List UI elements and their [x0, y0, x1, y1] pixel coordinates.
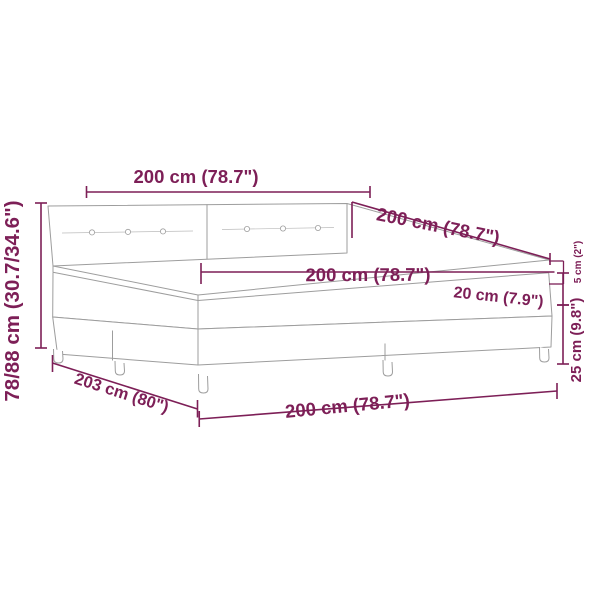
- svg-text:78/88 cm (30.7/34.6"): 78/88 cm (30.7/34.6"): [1, 200, 24, 401]
- svg-text:25 cm (9.8"): 25 cm (9.8"): [568, 298, 585, 383]
- svg-text:200 cm (78.7"): 200 cm (78.7"): [134, 166, 259, 187]
- svg-text:5 cm (2"): 5 cm (2"): [573, 241, 584, 284]
- svg-text:200 cm (78.7"): 200 cm (78.7"): [305, 264, 430, 285]
